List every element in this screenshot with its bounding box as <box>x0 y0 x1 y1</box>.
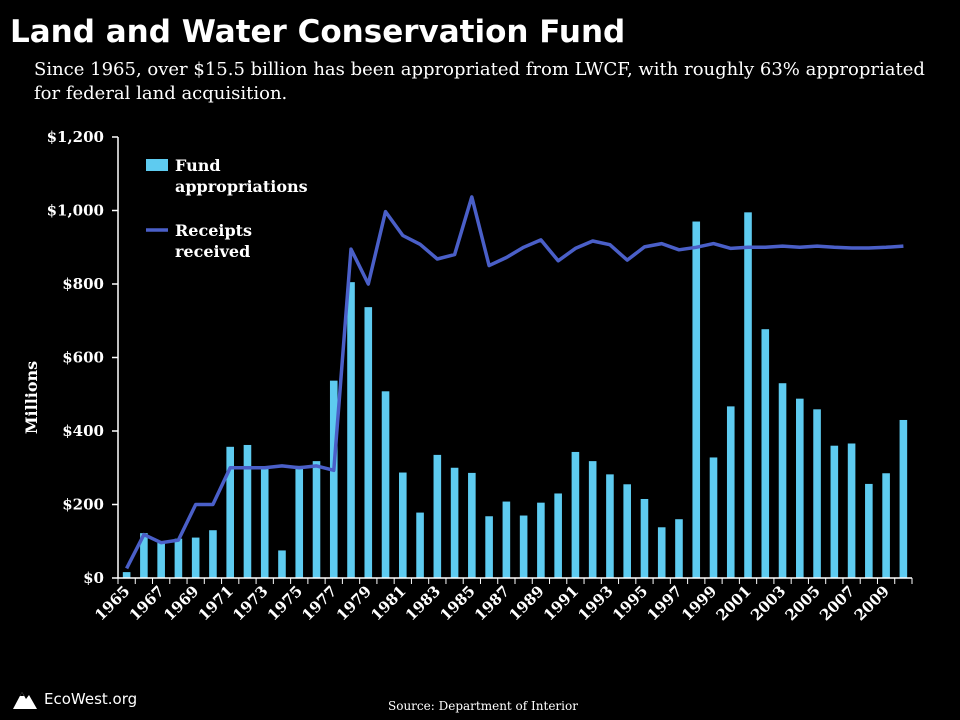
bar-1986 <box>485 516 493 578</box>
bar-2009 <box>882 473 890 578</box>
x-tick-label: 2009 <box>851 582 893 624</box>
x-tick-label: 2005 <box>782 582 824 624</box>
x-tick-label: 1993 <box>575 582 617 624</box>
bar-1967 <box>157 542 165 578</box>
legend-line-label: Receipts received <box>175 221 252 261</box>
bar-1994 <box>623 484 631 578</box>
y-tick-label: $200 <box>62 496 104 514</box>
bar-1969 <box>191 537 200 578</box>
bar-1989 <box>537 502 545 578</box>
source-note: Source: Department of Interior <box>388 699 578 713</box>
x-tick-label: 1971 <box>195 582 237 624</box>
bar-1978 <box>347 282 355 578</box>
legend-bar-label: Fund appropriations <box>175 156 308 196</box>
bar-1998 <box>692 221 701 578</box>
bar-1981 <box>399 472 407 578</box>
x-tick-label: 2003 <box>747 582 789 624</box>
bar-1993 <box>606 474 614 578</box>
bar-2003 <box>778 383 787 578</box>
ecowest-logo: EcoWest.org <box>12 688 137 710</box>
bar-2008 <box>865 483 873 578</box>
bar-1984 <box>450 467 459 578</box>
bar-1983 <box>433 454 442 578</box>
bar-2010 <box>899 419 908 578</box>
bar-2005 <box>813 409 821 578</box>
bar-1980 <box>381 391 390 578</box>
x-tick-label: 1967 <box>126 582 168 624</box>
x-tick-label: 1973 <box>229 582 271 624</box>
line-series <box>125 195 904 570</box>
bar-1987 <box>502 501 511 578</box>
y-tick-label: $1,000 <box>47 202 104 220</box>
bar-2007 <box>847 443 856 578</box>
legend-bar-swatch <box>146 159 168 171</box>
bar-1965 <box>122 572 131 578</box>
x-tick-label: 1985 <box>436 582 478 624</box>
bar-1999 <box>709 457 718 578</box>
x-tick-label: 1983 <box>402 582 444 624</box>
bar-1995 <box>640 498 649 578</box>
bar-1972 <box>243 444 252 578</box>
x-tick-label: 2007 <box>816 582 858 624</box>
bar-1992 <box>588 461 597 578</box>
bar-1979 <box>364 307 373 578</box>
bar-1975 <box>295 465 304 578</box>
x-tick-label: 1987 <box>471 582 513 624</box>
mountain-icon <box>13 692 37 709</box>
x-tick-label: 1997 <box>644 582 686 624</box>
x-tick-label: 1999 <box>678 582 720 624</box>
bar-1990 <box>554 493 562 578</box>
bar-2002 <box>761 329 770 578</box>
legend: Fund appropriations Receipts received <box>146 156 308 261</box>
receipts-line <box>125 195 904 570</box>
x-axis: 1965196719691971197319751977197919811983… <box>91 577 913 624</box>
bar-1996 <box>657 527 666 578</box>
bar-1988 <box>519 515 528 578</box>
x-tick-label: 1979 <box>333 582 375 624</box>
x-tick-label: 1965 <box>91 582 133 624</box>
x-tick-label: 1995 <box>609 582 651 624</box>
y-tick-label: $800 <box>62 275 104 293</box>
y-tick-label: $400 <box>62 422 104 440</box>
y-tick-label: $0 <box>83 569 104 587</box>
bar-1974 <box>278 550 286 578</box>
y-axis: $0 $200 $400 $600 $800 $1,000 $1,200 <box>47 128 119 587</box>
x-tick-label: 1991 <box>540 582 582 624</box>
chart-subtitle: Since 1965, over $15.5 billion has been … <box>34 59 925 104</box>
x-tick-label: 1975 <box>264 582 306 624</box>
bar-1973 <box>260 467 269 578</box>
bar-1971 <box>226 446 234 578</box>
x-tick-label: 2001 <box>713 582 755 624</box>
bar-1982 <box>416 512 424 578</box>
bar-1968 <box>174 538 183 578</box>
x-tick-label: 1981 <box>367 582 409 624</box>
bar-1966 <box>140 533 148 578</box>
y-tick-label: $1,200 <box>47 128 104 146</box>
bar-2001 <box>744 212 752 578</box>
bar-1970 <box>209 530 217 578</box>
y-axis-label: Millions <box>22 361 41 434</box>
x-tick-label: 1969 <box>160 582 202 624</box>
y-tick-label: $600 <box>62 349 104 367</box>
x-tick-label: 1977 <box>298 582 340 624</box>
x-tick-label: 1989 <box>505 582 547 624</box>
bar-1997 <box>675 519 683 578</box>
bar-1977 <box>329 380 338 578</box>
bar-1991 <box>571 451 580 578</box>
logo-text: EcoWest.org <box>44 690 138 708</box>
bar-1976 <box>312 461 321 578</box>
bar-2006 <box>830 445 839 578</box>
bar-2000 <box>726 406 735 578</box>
bar-2004 <box>796 398 804 578</box>
bar-series <box>122 212 908 578</box>
bar-1985 <box>468 472 476 578</box>
chart-title: Land and Water Conservation Fund <box>10 14 626 50</box>
